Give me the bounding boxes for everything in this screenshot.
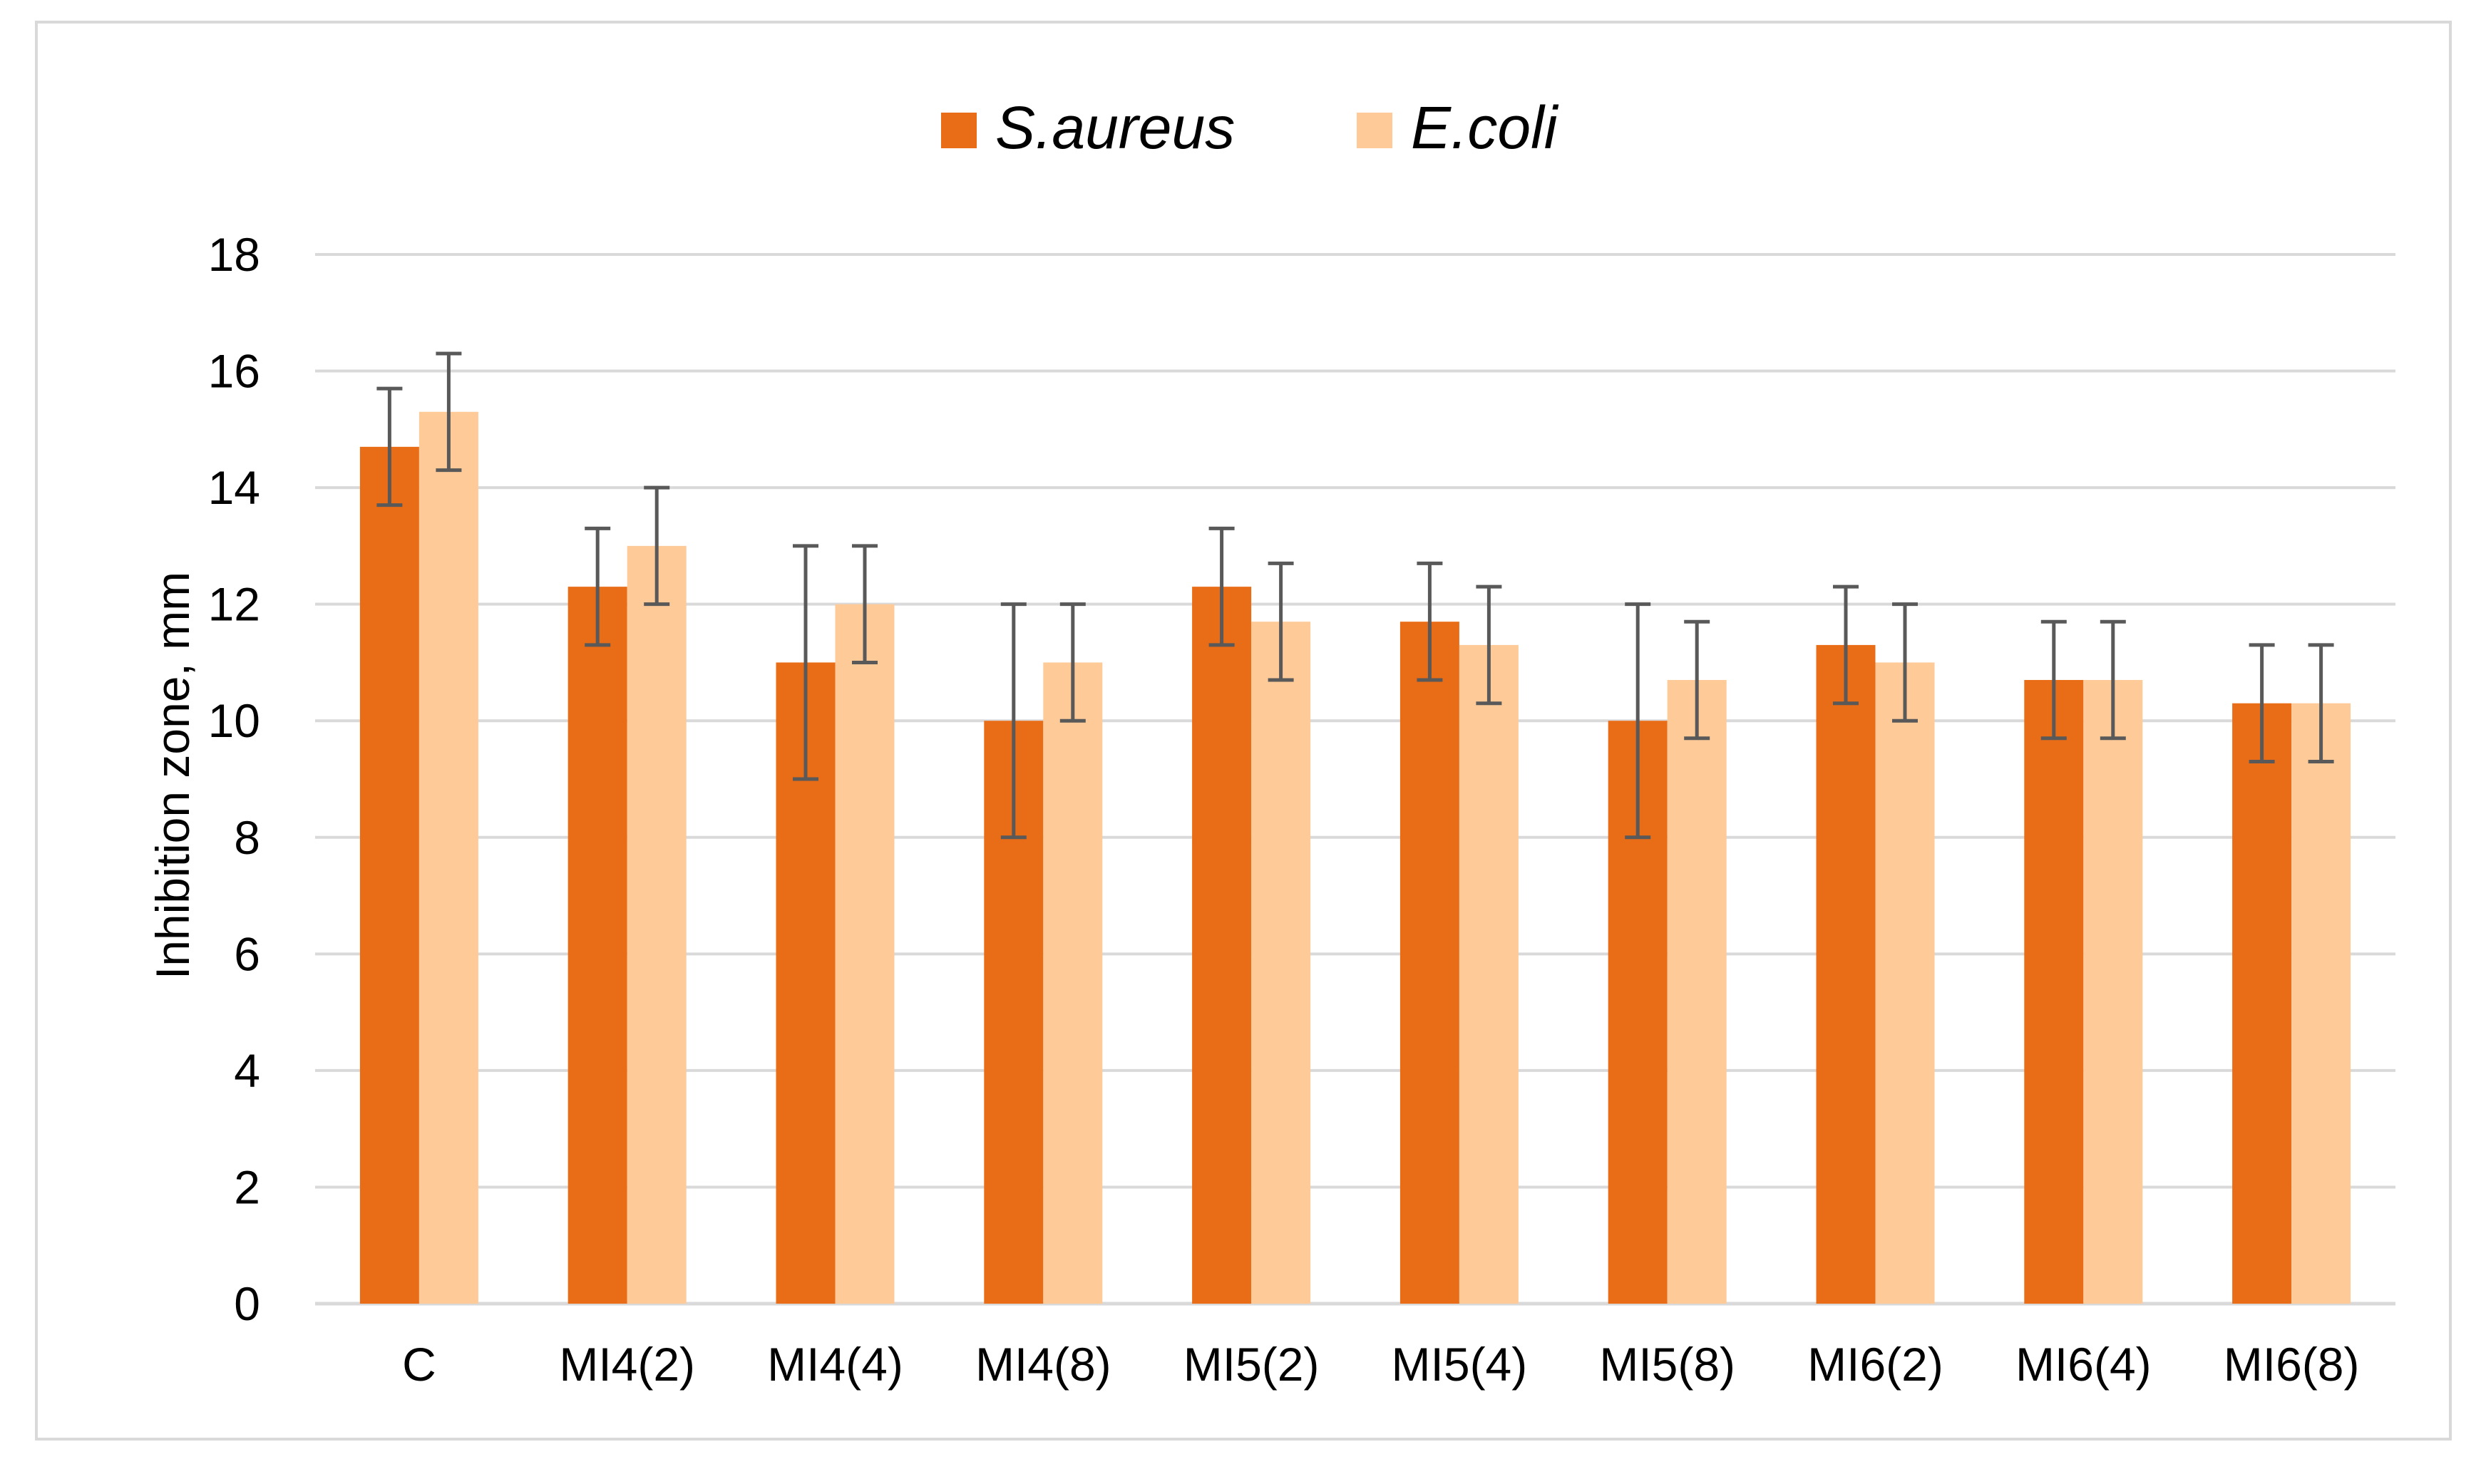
legend-label: E.coli [1411,94,1559,161]
chart-frame: 0 2 4 6 8 10 12 14 16 18 C MI4(2) MI4(4) MI4(8) MI5(2… [35,21,2452,1441]
error-bar [2040,619,2067,741]
bar-ecoli-mi48 [1043,662,1103,1304]
error-bar [376,386,403,507]
error-bar [1476,584,1502,706]
error-bar [1833,584,1859,706]
legend-item: S.aureus [941,94,1235,161]
y-tick-label: 4 [234,1044,260,1097]
x-tick-label: MI4(2) [559,1338,695,1391]
y-tick-label: 8 [234,811,260,864]
bar-ecoli-c [418,411,478,1304]
error-bar [1892,602,1918,723]
x-tick-label: MI4(8) [975,1338,1111,1391]
bar-saureus-mi54 [1399,622,1459,1304]
y-tick-label: 2 [234,1160,260,1213]
y-tick-label: 0 [234,1277,260,1330]
bar-ecoli-mi44 [835,604,895,1304]
error-bar [2308,643,2334,763]
error-bar [1625,602,1651,840]
error-bar [852,544,878,664]
bar-saureus-mi68 [2232,703,2292,1304]
x-tick-label: C [402,1338,436,1391]
error-bar [1268,561,1294,682]
error-bar [2100,619,2126,741]
bar-saureus-mi52 [1192,587,1252,1304]
error-bar [2249,643,2275,763]
y-tick-label: 12 [208,578,260,631]
bar-chart: 0 2 4 6 8 10 12 14 16 18 C MI4(2) MI4(4) MI4(8) MI5(2… [146,94,2395,1391]
x-tick-label: MI5(8) [1599,1338,1735,1391]
error-bar [1000,602,1027,840]
y-tick-label: 18 [208,228,260,281]
x-tick-label: MI6(8) [2224,1338,2360,1391]
bar-saureus-c [359,446,419,1304]
bar-ecoli-mi58 [1667,679,1727,1304]
error-bar [585,526,611,647]
bar-saureus-mi64 [2024,679,2084,1304]
error-bar [436,351,462,473]
bar-ecoli-mi54 [1459,644,1519,1304]
error-bars [376,351,2334,840]
error-bar [1417,561,1443,682]
x-tick-label: MI6(4) [2015,1338,2152,1391]
y-axis-ticks: 0 2 4 6 8 10 12 14 16 18 [208,228,260,1330]
x-tick-label: MI5(4) [1392,1338,1528,1391]
x-axis-ticks: C MI4(2) MI4(4) MI4(8) MI5(2) MI5(4) MI5(8) MI6… [402,1338,2359,1391]
bar-ecoli-mi52 [1251,622,1311,1304]
error-bar [1208,526,1235,647]
bar-saureus-mi42 [567,587,627,1304]
error-bar [793,544,818,781]
y-tick-label: 16 [208,345,260,398]
y-tick-label: 10 [208,694,260,747]
bars [359,411,2351,1304]
error-bar [1059,602,1086,723]
error-bar [644,485,670,607]
bar-saureus-mi62 [1816,644,1876,1304]
legend-label: S.aureus [995,94,1235,161]
legend-swatch [941,113,977,148]
legend: S.aureus E.coli [941,94,1559,161]
bar-ecoli-mi62 [1875,662,1935,1304]
x-tick-label: MI4(4) [767,1338,903,1391]
x-tick-label: MI6(2) [1807,1338,1943,1391]
error-bar [1684,619,1710,741]
bar-ecoli-mi64 [2083,679,2143,1304]
legend-item: E.coli [1357,94,1559,161]
y-axis-label: Inhibition zone, mm [146,572,199,979]
legend-swatch [1357,113,1392,148]
bar-ecoli-mi42 [627,545,687,1304]
y-tick-label: 14 [208,461,260,514]
x-tick-label: MI5(2) [1183,1338,1320,1391]
y-tick-label: 6 [234,927,260,980]
bar-ecoli-mi68 [2291,703,2351,1304]
